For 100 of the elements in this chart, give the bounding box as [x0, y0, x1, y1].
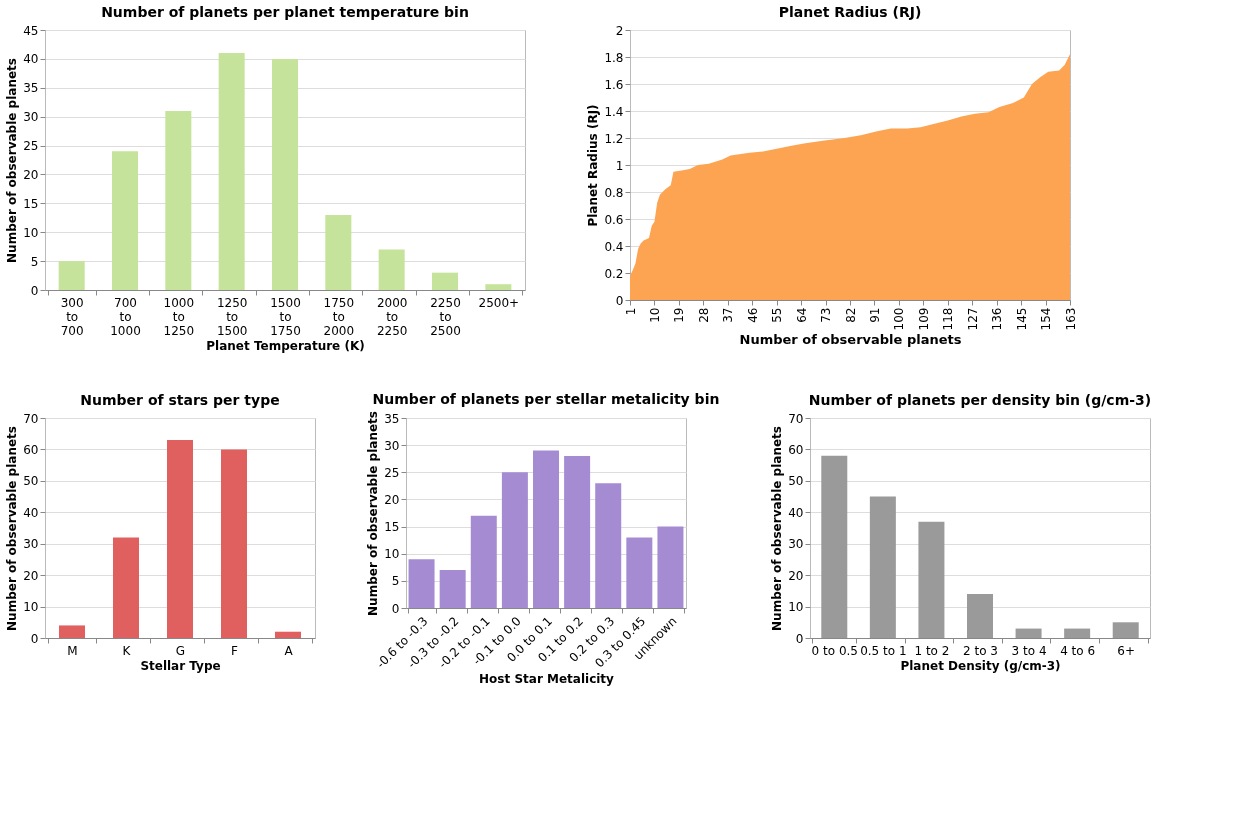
y-tick-label: 1: [615, 158, 624, 173]
y-tick-label: 5: [30, 254, 39, 269]
y-tick-label: 50: [788, 474, 804, 489]
bar: [564, 456, 591, 608]
y-tick-label: 1.8: [604, 50, 624, 65]
y-tick-label: 25: [384, 465, 400, 480]
bar: [439, 570, 466, 608]
x-tick-label: 0 to 0.5: [811, 643, 858, 658]
x-tick-label: 6+: [1117, 643, 1136, 658]
bar: [432, 272, 458, 290]
y-tick-label: 40: [23, 52, 39, 67]
y-tick-label: 15: [384, 520, 400, 535]
y-axis-title: Planet Radius (RJ): [586, 104, 601, 227]
x-tick-label: 46: [745, 307, 760, 323]
x-tick-label: 55: [770, 307, 785, 323]
x-tick-label: 100: [892, 307, 907, 331]
y-tick-label: 1.4: [604, 104, 624, 119]
x-tick-label: 2500+: [478, 295, 520, 310]
y-tick-label: 1.6: [604, 77, 624, 92]
y-tick-label: 20: [384, 492, 400, 507]
x-tick-label: 4 to 6: [1060, 643, 1096, 658]
y-tick-label: 0.4: [604, 239, 624, 254]
x-tick-label: 2000 to 2250: [376, 295, 408, 338]
x-tick-label: 2250 to 2500: [430, 295, 461, 338]
bar: [58, 261, 85, 290]
y-tick-label: 35: [23, 81, 39, 96]
bar: [378, 249, 405, 290]
y-tick-label: 50: [23, 474, 39, 489]
bar: [595, 483, 622, 608]
x-tick-label: G: [175, 643, 186, 658]
x-axis-title: Number of observable planets: [739, 332, 962, 348]
y-axis-title: Number of observable planets: [366, 411, 381, 616]
chart-title: Planet Radius (RJ): [778, 4, 922, 20]
y-tick-label: 10: [23, 225, 39, 240]
x-tick-label: 91: [867, 307, 882, 323]
y-tick-label: 60: [23, 442, 39, 457]
bar: [967, 594, 993, 638]
y-tick-label: 20: [23, 568, 39, 583]
bar: [869, 496, 896, 638]
x-tick-label: 1250 to 1500: [216, 295, 248, 338]
bar: [501, 472, 528, 608]
x-tick-label: F: [231, 643, 239, 658]
x-tick-label: 82: [843, 307, 858, 323]
bar: [470, 515, 497, 608]
y-tick-label: 0.8: [604, 185, 624, 200]
bar: [59, 625, 85, 638]
y-tick-label: 30: [788, 537, 804, 552]
chart-title: Number of planets per stellar metalicity bin: [372, 390, 720, 407]
x-tick-label: 145: [1014, 307, 1029, 331]
bar: [533, 450, 559, 608]
bar: [165, 110, 192, 290]
bar: [821, 455, 848, 638]
x-tick-label: 73: [819, 307, 834, 323]
bar: [1112, 622, 1139, 638]
y-tick-label: 30: [23, 110, 39, 125]
x-axis-title: Planet Density (g/cm-3): [900, 658, 1061, 673]
x-tick-label: M: [67, 643, 78, 658]
y-tick-label: 30: [23, 537, 39, 552]
x-tick-label: K: [122, 643, 132, 658]
x-tick-label: 19: [672, 307, 687, 323]
x-tick-label: 163: [1063, 307, 1078, 331]
y-tick-label: 20: [23, 167, 39, 182]
y-axis-title: Number of observable planets: [5, 426, 20, 631]
x-axis-title: Stellar Type: [140, 658, 221, 673]
chart-title: Number of stars per type: [80, 392, 280, 408]
y-tick-label: 1.2: [604, 131, 624, 146]
y-tick-label: 10: [384, 547, 400, 562]
y-tick-label: 70: [788, 411, 804, 426]
bar: [113, 537, 139, 638]
y-tick-label: 0.6: [604, 212, 624, 227]
y-tick-label: 70: [23, 411, 39, 426]
x-tick-label: 118: [941, 307, 956, 331]
x-tick-label: 300 to 700: [60, 295, 84, 338]
x-tick-label: 28: [696, 307, 711, 323]
y-tick-label: 2: [615, 23, 624, 38]
x-tick-label: 700 to 1000: [110, 295, 141, 338]
y-tick-label: 0: [391, 601, 400, 616]
chart-title: Number of planets per planet temperature bin: [101, 4, 469, 20]
x-tick-label: 127: [965, 307, 980, 331]
x-tick-label: 0.5 to 1: [860, 643, 907, 658]
y-tick-label: 25: [23, 139, 39, 154]
y-tick-label: 45: [23, 23, 39, 38]
x-tick-label: 136: [990, 307, 1005, 331]
y-axis-title: Number of observable planets: [770, 426, 785, 631]
y-axis-title: Number of observable planets: [5, 58, 20, 263]
y-tick-label: 0.2: [604, 266, 624, 281]
bar: [275, 631, 301, 638]
bar: [408, 559, 435, 608]
y-tick-label: 0: [30, 631, 39, 646]
y-tick-label: 10: [23, 600, 39, 615]
bar: [218, 53, 245, 290]
bar: [918, 521, 945, 638]
bar: [626, 537, 653, 608]
x-tick-label: 109: [916, 307, 931, 331]
y-tick-label: 0: [30, 283, 39, 298]
y-tick-label: 0: [615, 293, 624, 308]
y-tick-label: 20: [788, 568, 804, 583]
bar: [112, 151, 138, 290]
x-tick-label: 37: [721, 307, 736, 323]
x-tick-label: 1000 to 1250: [163, 295, 195, 338]
